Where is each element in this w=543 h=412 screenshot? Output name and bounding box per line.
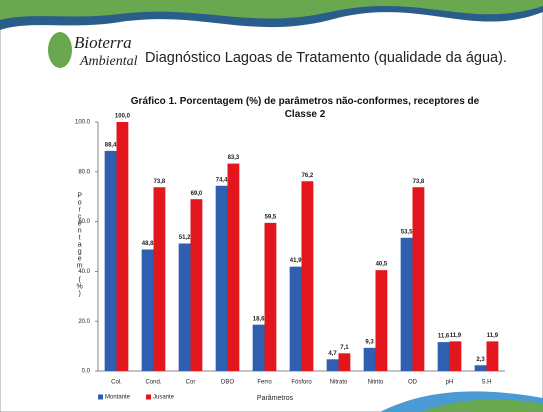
value-label: 59,5 — [265, 214, 277, 220]
x-tick-label: Cond. — [145, 380, 161, 386]
x-tick-label: S.H — [481, 380, 491, 386]
value-label: 69,0 — [191, 191, 203, 197]
value-label: 88,4 — [105, 142, 117, 148]
value-label: 73,8 — [154, 179, 166, 185]
bar — [450, 341, 462, 371]
value-label: 73,8 — [413, 179, 425, 185]
y-tick-label: 60.0 — [78, 219, 90, 225]
bar — [376, 270, 388, 371]
x-tick-label: DBO — [221, 380, 234, 386]
legend-label: Montante — [105, 395, 131, 401]
y-tick-label: 40.0 — [78, 269, 90, 275]
x-tick-label: OD — [408, 380, 418, 386]
x-tick-label: Nitrato — [330, 380, 348, 386]
bar — [265, 223, 277, 371]
value-label: 11,6 — [438, 334, 450, 340]
slide: Bioterra Ambiental Diagnóstico Lagoas de… — [0, 0, 543, 412]
bar — [105, 151, 117, 371]
logo-leaf — [48, 32, 72, 68]
value-label: 74,4 — [216, 177, 228, 183]
x-axis-label: Parâmetros — [257, 395, 294, 402]
bar — [401, 238, 413, 371]
bar — [475, 365, 487, 371]
bar — [438, 342, 450, 371]
value-label: 7,1 — [340, 345, 349, 351]
chart-title-box: Gráfico 1. Porcentagem (%) de parâmetros… — [130, 95, 480, 127]
x-tick-label: Nitrito — [368, 380, 384, 386]
x-tick-label: Col. — [111, 380, 122, 386]
bar — [179, 244, 191, 371]
legend-swatch — [146, 395, 151, 400]
value-label: 2,3 — [476, 357, 485, 363]
bar — [487, 341, 499, 371]
logo-text: Ambiental — [79, 54, 138, 69]
bar — [228, 164, 240, 371]
bar — [216, 186, 228, 371]
y-axis-label: Porcentagem (%) — [76, 193, 83, 298]
bar — [413, 187, 425, 371]
bar — [253, 325, 265, 371]
bar — [191, 199, 203, 371]
y-tick-label: 0.0 — [82, 369, 91, 375]
legend-label: Jusante — [153, 395, 175, 401]
slide-title: Diagnóstico Lagoas de Tratamento (qualid… — [145, 50, 507, 66]
value-label: 100,0 — [115, 114, 131, 120]
legend-swatch — [98, 395, 103, 400]
bar — [364, 348, 376, 371]
value-label: 41,9 — [290, 258, 302, 264]
bar — [117, 122, 129, 371]
chart-title: Gráfico 1. Porcentagem (%) de parâmetros… — [130, 95, 480, 121]
value-label: 76,2 — [302, 173, 314, 179]
bar — [290, 267, 302, 371]
x-tick-label: pH — [446, 380, 454, 386]
x-tick-label: Fósforo — [291, 380, 312, 386]
value-label: 83,3 — [228, 155, 240, 161]
y-tick-label: 100.0 — [75, 120, 91, 126]
value-label: 9,3 — [365, 339, 374, 345]
bar — [327, 359, 339, 371]
x-tick-label: Ferro — [257, 380, 272, 386]
x-tick-label: Cor — [186, 380, 196, 386]
value-label: 4,7 — [328, 351, 337, 357]
bar — [154, 187, 166, 371]
bar — [142, 249, 154, 371]
logo-text: Bioterra — [74, 33, 132, 52]
bar — [302, 181, 314, 371]
bar — [339, 353, 351, 371]
value-label: 11,9 — [487, 333, 499, 339]
y-tick-label: 80.0 — [78, 169, 90, 175]
value-label: 48,8 — [142, 241, 154, 247]
value-label: 40,5 — [376, 262, 388, 268]
value-label: 53,5 — [401, 229, 413, 235]
value-label: 18,6 — [253, 316, 265, 322]
value-label: 51,2 — [179, 235, 191, 241]
value-label: 11,9 — [450, 333, 462, 339]
y-tick-label: 20.0 — [78, 319, 90, 325]
